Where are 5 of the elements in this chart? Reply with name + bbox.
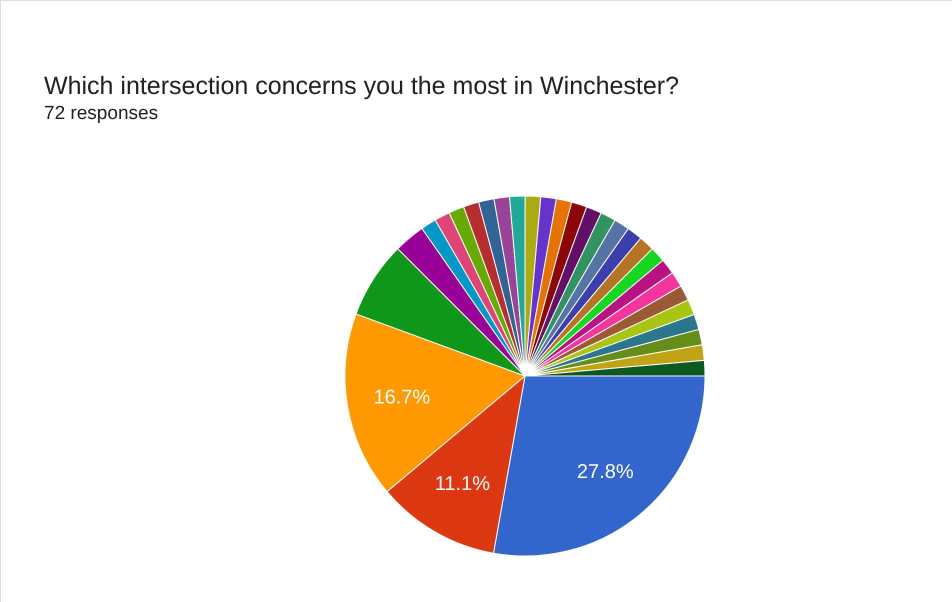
- data-label: 16.7%: [374, 386, 430, 408]
- text: 72 responses: [44, 103, 158, 124]
- chart-title: Which intersection concerns you the most in Winchester?: [44, 72, 679, 100]
- data-label: 11.1%: [434, 473, 490, 496]
- data-label: 27.8%: [576, 460, 634, 483]
